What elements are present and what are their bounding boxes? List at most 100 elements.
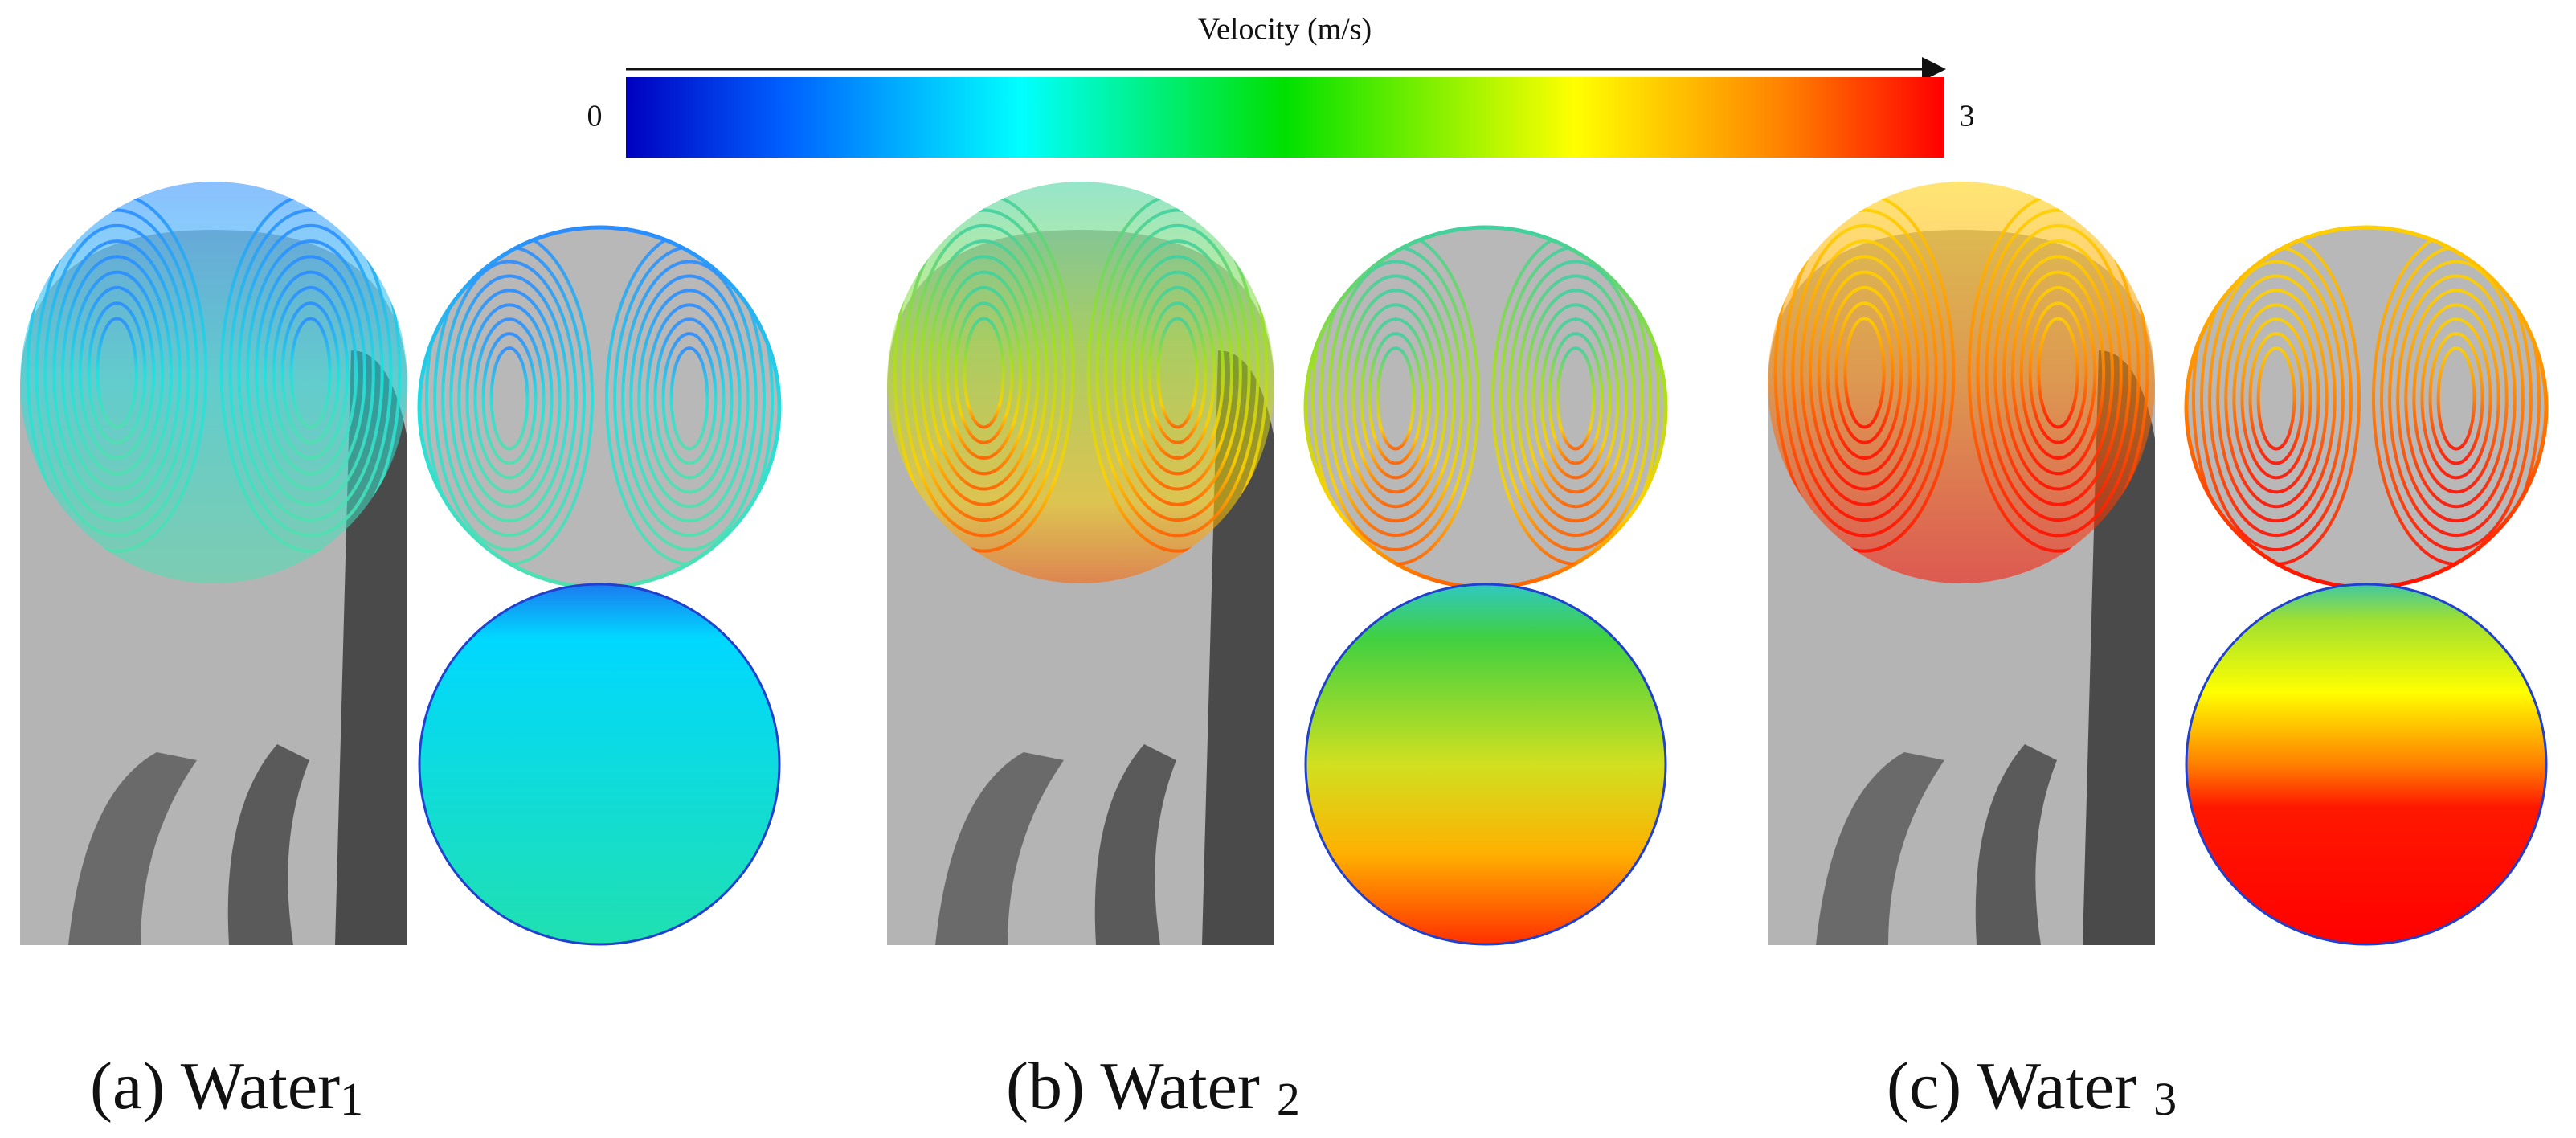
streamline — [228, 208, 393, 538]
cross-section-velocity — [2185, 583, 2548, 946]
streamline — [481, 332, 538, 465]
streamline — [96, 317, 138, 429]
streamline — [1523, 289, 1628, 509]
streamline — [2436, 346, 2476, 451]
streamline — [621, 260, 758, 538]
streamline — [936, 270, 1032, 476]
streamline — [449, 274, 570, 523]
streamline — [489, 346, 530, 451]
streamline — [2224, 289, 2329, 509]
streamline — [1817, 270, 1912, 476]
panel — [887, 182, 1668, 946]
streamline — [637, 289, 742, 509]
streamline — [945, 285, 1023, 460]
streamline — [2019, 285, 2097, 460]
streamline — [1548, 332, 1604, 465]
streamline — [1826, 285, 1903, 460]
streamlines — [1773, 193, 2149, 553]
streamline — [919, 239, 1049, 506]
surface-shadow — [935, 752, 1064, 945]
surface-shadow — [227, 744, 309, 945]
panel — [1768, 182, 2549, 946]
streamline — [1515, 274, 1636, 523]
streamline — [1335, 274, 1456, 523]
streamline — [2396, 274, 2517, 523]
streamline — [2428, 332, 2484, 465]
streamline — [465, 303, 554, 494]
streamline — [928, 255, 1040, 491]
panel-caption: (c) Water 3 — [1887, 1049, 2177, 1125]
streamline — [2216, 274, 2337, 523]
panel-caption: (a) Water1 — [90, 1049, 363, 1125]
streamline — [963, 317, 1005, 429]
colorbar-max: 3 — [1960, 100, 1975, 133]
streamline — [2248, 332, 2304, 465]
streamline — [441, 260, 578, 538]
caption-subscript: 3 — [2153, 1073, 2177, 1125]
streamline — [1147, 301, 1208, 444]
panel-caption: (b) Water 2 — [1006, 1049, 1300, 1125]
section-view — [20, 182, 407, 583]
surface-shadow — [1816, 752, 1944, 945]
streamline — [2240, 317, 2312, 480]
streamline — [69, 270, 165, 476]
streamline — [661, 332, 718, 465]
streamline — [1556, 346, 1596, 451]
streamline — [1122, 255, 1233, 491]
streamline — [1343, 289, 1448, 509]
colorbar-min: 0 — [587, 100, 603, 133]
streamline — [87, 301, 147, 444]
streamline — [246, 239, 375, 506]
caption-subscript: 1 — [340, 1073, 363, 1125]
caption-label: (b) Water — [1006, 1049, 1277, 1124]
streamline — [35, 208, 199, 538]
streamline — [1360, 317, 1432, 480]
surface-shadow — [1975, 744, 2057, 945]
streamline — [1809, 255, 1920, 491]
streamline — [669, 346, 709, 451]
streamline — [2037, 317, 2079, 429]
streamline — [2388, 260, 2525, 538]
streamline — [1531, 303, 1620, 494]
streamline — [2232, 303, 2320, 494]
streamline — [954, 301, 1014, 444]
streamline — [653, 317, 726, 480]
streamline — [61, 255, 173, 491]
cross-section-velocity — [418, 583, 781, 946]
streamline — [289, 317, 332, 429]
streamline — [910, 223, 1057, 522]
section-view — [887, 182, 1274, 583]
cross-section-velocity — [1304, 583, 1667, 946]
streamline — [629, 274, 750, 523]
streamline — [43, 223, 190, 522]
caption-subscript: 2 — [1277, 1073, 1300, 1125]
streamlines — [26, 193, 402, 553]
colorbar — [626, 77, 1944, 158]
streamline — [1507, 260, 1644, 538]
streamline — [263, 270, 358, 476]
streamline — [2002, 255, 2114, 491]
streamline — [2404, 289, 2509, 509]
streamline — [2028, 301, 2088, 444]
streamline — [1327, 260, 1464, 538]
streamline — [473, 317, 546, 480]
streamline — [1113, 239, 1242, 506]
streamline — [1351, 303, 1440, 494]
streamline — [902, 208, 1066, 538]
streamline — [1104, 223, 1251, 522]
streamline — [2256, 346, 2296, 451]
streamline — [457, 289, 562, 509]
streamline — [645, 303, 734, 494]
streamline — [78, 285, 156, 460]
streamline — [1834, 301, 1895, 444]
streamline — [1791, 223, 1938, 522]
streamline — [272, 285, 350, 460]
streamline — [1985, 223, 2132, 522]
streamline — [2010, 270, 2106, 476]
streamline — [237, 223, 384, 522]
panel — [20, 182, 782, 946]
streamline — [2412, 303, 2500, 494]
section-view — [1768, 182, 2155, 583]
